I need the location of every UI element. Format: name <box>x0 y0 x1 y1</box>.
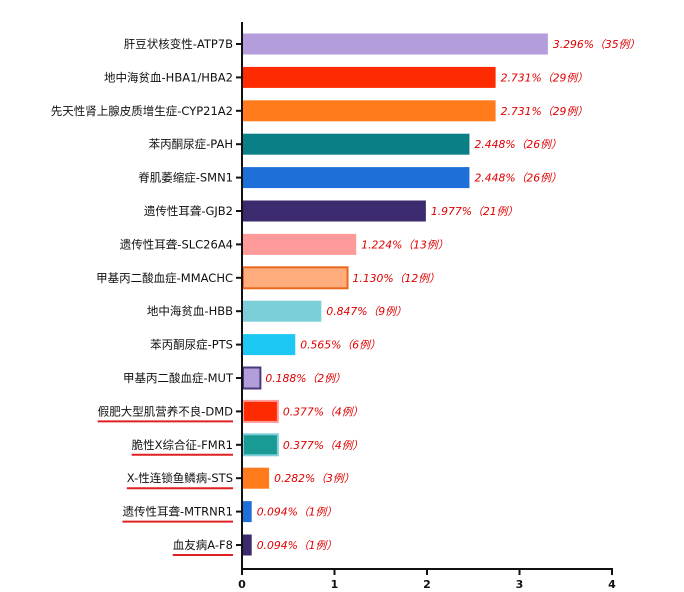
x-tick-label-1: 1 <box>331 578 339 591</box>
value-label-14: 0.094%（1例） <box>257 506 337 519</box>
value-label-6: 1.224%（13例） <box>361 238 448 251</box>
value-label-0: 3.296%（35例） <box>553 38 640 51</box>
category-label-13: X-性连锁鱼鳞病-STS <box>127 471 233 485</box>
bar-14 <box>243 501 252 523</box>
value-label-13: 0.282%（3例） <box>274 472 354 485</box>
x-tick-label-2: 2 <box>423 578 431 591</box>
bar-3 <box>243 133 470 155</box>
category-label-1: 地中海贫血-HBA1/HBA2 <box>104 70 233 84</box>
value-label-9: 0.565%（6例） <box>300 339 380 352</box>
value-label-12: 0.377%（4例） <box>283 439 363 452</box>
bar-0 <box>243 33 548 55</box>
bar-11 <box>242 399 279 423</box>
category-label-12: 脆性X综合征-FMR1 <box>132 438 233 452</box>
value-label-11: 0.377%（4例） <box>283 405 363 418</box>
bar-9 <box>243 334 296 356</box>
category-label-11: 假肥大型肌营养不良-DMD <box>98 404 233 418</box>
bar-15 <box>243 534 252 556</box>
category-label-8: 地中海贫血-HBB <box>147 304 233 318</box>
value-label-7: 1.130%（12例） <box>353 272 440 285</box>
category-label-3: 苯丙酮尿症-PAH <box>149 137 233 151</box>
value-label-3: 2.448%（26例） <box>474 138 561 151</box>
bar-4 <box>243 167 470 189</box>
category-label-15: 血友病A-F8 <box>173 538 233 552</box>
category-label-4: 脊肌萎缩症-SMN1 <box>138 171 233 185</box>
bar-7 <box>242 266 349 290</box>
x-tick-label-3: 3 <box>516 578 524 591</box>
category-label-10: 甲基丙二酸血症-MUT <box>123 371 234 385</box>
bar-1 <box>243 66 496 88</box>
x-tick-label-4: 4 <box>608 578 616 591</box>
value-label-8: 0.847%（9例） <box>326 305 406 318</box>
bar-5 <box>243 200 426 222</box>
bar-8 <box>243 300 322 322</box>
value-label-5: 1.977%（21例） <box>431 205 518 218</box>
bar-12 <box>242 433 279 457</box>
category-label-14: 遗传性耳聋-MTRNR1 <box>123 505 234 519</box>
category-label-5: 遗传性耳聋-GJB2 <box>144 204 233 218</box>
bar-2 <box>243 100 496 122</box>
x-tick-label-0: 0 <box>238 578 246 591</box>
category-label-7: 甲基丙二酸血症-MMACHC <box>96 271 233 285</box>
category-label-9: 苯丙酮尿症-PTS <box>150 338 233 352</box>
bar-10 <box>242 366 262 390</box>
bar-6 <box>243 233 357 255</box>
value-label-1: 2.731%（29例） <box>501 71 588 84</box>
value-label-4: 2.448%（26例） <box>474 172 561 185</box>
axes-layer: 0 1 2 3 4 <box>236 22 616 591</box>
category-label-2: 先天性肾上腺皮质增生症-CYP21A2 <box>51 104 233 118</box>
value-label-15: 0.094%（1例） <box>257 539 337 552</box>
value-label-2: 2.731%（29例） <box>501 105 588 118</box>
category-label-0: 肝豆状核变性-ATP7B <box>124 37 233 51</box>
bar-13 <box>243 467 270 489</box>
labels-layer: 肝豆状核变性-ATP7B 3.296%（35例） 地中海贫血-HBA1/HBA2 2.… <box>51 37 640 556</box>
value-label-10: 0.188%（2例） <box>265 372 345 385</box>
category-label-6: 遗传性耳聋-SLC26A4 <box>120 237 233 251</box>
